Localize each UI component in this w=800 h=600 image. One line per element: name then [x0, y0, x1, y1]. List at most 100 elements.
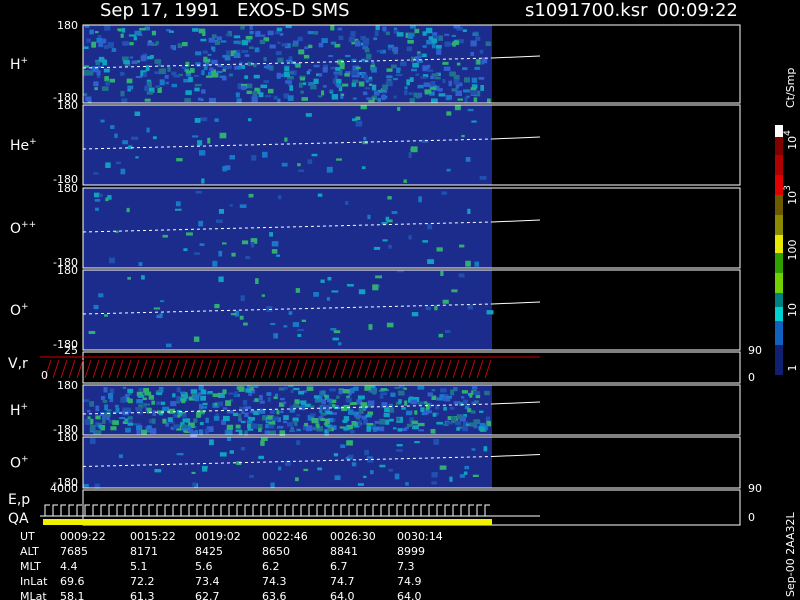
- ep-step: [420, 504, 426, 516]
- spectrogram-cell: [293, 387, 300, 391]
- spectrogram-cell: [227, 437, 232, 442]
- spectrogram-cell: [207, 53, 212, 56]
- table-cell: 5.6: [195, 560, 213, 573]
- spectrogram-cell: [393, 27, 398, 31]
- spectrogram-cell: [264, 95, 272, 98]
- spectrogram-cell: [123, 60, 130, 65]
- spectrogram-cell: [324, 429, 328, 434]
- spectrogram-cell: [144, 403, 151, 406]
- spectrogram-cell: [134, 111, 141, 116]
- spectrogram-cell: [136, 428, 141, 435]
- spectrogram-cell: [127, 416, 133, 420]
- spectrogram-cell: [255, 30, 261, 37]
- spectrogram-cell: [463, 89, 470, 93]
- spectrogram-cell: [212, 46, 216, 52]
- spectrogram-cell: [420, 53, 427, 58]
- spectrogram-cell: [255, 278, 259, 284]
- spectrogram-cell: [449, 71, 456, 77]
- vr-sawtooth: [436, 359, 444, 379]
- spectrogram-cell: [218, 250, 223, 257]
- spectrogram-cell: [237, 65, 242, 70]
- ep-step: [244, 504, 250, 516]
- spectrogram-cell: [354, 414, 362, 418]
- spectrogram-cell: [384, 406, 391, 413]
- trace-dashed: [82, 456, 493, 467]
- spectrogram-cell: [190, 430, 198, 437]
- spectrogram-cell: [220, 393, 225, 398]
- spectrogram-cell: [355, 66, 361, 70]
- spectrogram-cell: [410, 56, 415, 63]
- species-label: H+: [10, 402, 28, 419]
- spectrogram-cell: [338, 35, 344, 41]
- trace-dashed: [82, 303, 493, 315]
- spectrogram-cell: [83, 46, 89, 49]
- spectrogram-cell: [363, 419, 368, 425]
- ep-step: [84, 504, 90, 516]
- spectrogram-cell: [201, 406, 208, 409]
- spectrogram-cell: [95, 405, 100, 412]
- spectrogram-cell: [188, 422, 195, 429]
- spectrogram-cell: [408, 92, 413, 96]
- colorbar-tick-label-base: 10: [786, 136, 799, 150]
- spectrogram-cell: [404, 89, 408, 96]
- spectrogram-cell: [430, 75, 435, 80]
- spectrogram-cell: [305, 425, 313, 432]
- vr-sawtooth: [444, 359, 452, 379]
- spectrogram-cell: [165, 343, 172, 348]
- spectrogram-cell: [339, 426, 344, 429]
- colorbar-cell: [775, 175, 783, 195]
- colorbar-cell: [775, 307, 783, 321]
- spectrogram-cell: [218, 276, 224, 283]
- table-cell: 5.1: [130, 560, 148, 573]
- spectrogram-cell: [361, 166, 366, 170]
- spectrogram-cell: [202, 31, 206, 37]
- spectrogram-cell: [301, 319, 307, 322]
- spectrogram-cell: [103, 314, 108, 317]
- spectrogram-cell: [360, 35, 366, 41]
- spectrogram-cell: [266, 419, 273, 422]
- spectrogram-cell: [424, 91, 429, 95]
- spectrogram-cell: [425, 27, 433, 34]
- spectrogram-cell: [375, 427, 381, 430]
- spectrogram-cell: [441, 191, 448, 195]
- spectrogram-cell: [259, 394, 263, 401]
- spectrogram-cell: [142, 53, 148, 57]
- spectrogram-cell: [225, 429, 233, 435]
- table-cell: 62.7: [195, 590, 220, 600]
- spectrogram-cell: [411, 425, 419, 430]
- spectrogram-cell: [176, 396, 182, 402]
- spectrogram-cell: [228, 392, 234, 395]
- spectrogram-cell: [328, 54, 334, 58]
- spectrogram-cell: [185, 61, 190, 67]
- spectrogram-cell: [396, 444, 403, 447]
- spectrogram-cell: [247, 425, 254, 431]
- vr-sawtooth: [276, 359, 284, 379]
- spectrogram-cell: [483, 446, 488, 452]
- spectrogram-cell: [389, 418, 394, 422]
- spectrogram-cell: [431, 472, 438, 478]
- spectrogram-cell: [125, 427, 131, 433]
- spectrogram-cell: [352, 79, 359, 84]
- spectrogram-cell: [194, 75, 200, 78]
- spectrogram-cell: [301, 97, 309, 101]
- ep-step: [372, 504, 378, 516]
- spectrogram-cell: [438, 333, 444, 338]
- spectrogram-cell: [333, 453, 339, 457]
- spectrogram-cell: [339, 62, 345, 67]
- ep-step: [156, 504, 162, 516]
- spectrogram-cell: [166, 29, 171, 32]
- ep-step: [108, 504, 114, 516]
- spectrogram-cell: [251, 96, 258, 103]
- spectrogram-cell: [286, 75, 294, 80]
- spectrogram-cell: [466, 423, 471, 426]
- spectrogram-cell: [84, 418, 91, 425]
- spectrogram-cell: [356, 71, 360, 78]
- spectrogram-cell: [378, 426, 385, 432]
- spectrogram-cell: [226, 50, 230, 56]
- spectrogram-cell: [117, 28, 122, 32]
- spectrogram-cell: [450, 389, 455, 396]
- spectrogram-cell: [93, 304, 99, 310]
- spectrogram-cell: [195, 190, 202, 194]
- spectrogram-cell: [308, 68, 312, 72]
